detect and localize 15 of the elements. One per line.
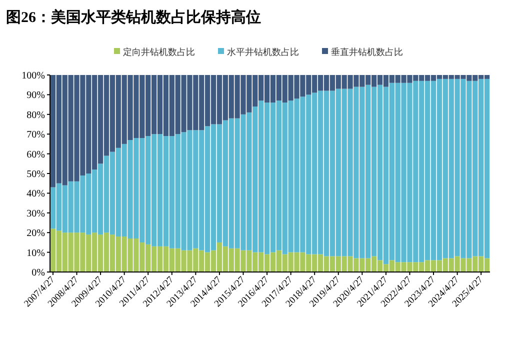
y-tick-label: 80%	[26, 110, 45, 121]
legend-label: 定向井钻机数占比	[123, 47, 195, 58]
y-tick-label: 50%	[26, 169, 45, 180]
y-tick-label: 60%	[26, 149, 45, 160]
y-tick-label: 20%	[26, 228, 45, 240]
y-tick-label: 0%	[32, 268, 45, 278]
y-tick-label: 100%	[22, 70, 45, 82]
legend-label: 水平井钻机数占比	[227, 47, 299, 58]
y-tick-label: 70%	[26, 130, 45, 141]
y-tick-label: 30%	[26, 208, 45, 220]
chart-title: 图26：美国水平类钻机数占比保持高位	[6, 8, 261, 26]
y-tick-label: 90%	[26, 90, 45, 102]
y-tick-label: 10%	[26, 248, 45, 259]
legend-label: 垂直井钻机数占比	[331, 47, 403, 58]
y-tick-label: 40%	[26, 188, 45, 200]
